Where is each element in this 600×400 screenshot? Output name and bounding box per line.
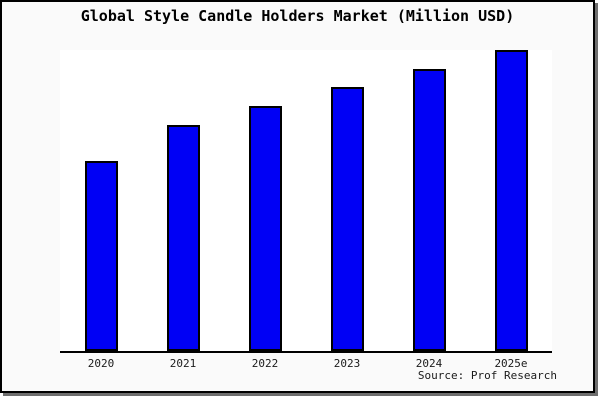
x-tick-label-2021: 2021 xyxy=(169,357,197,370)
chart-title: Global Style Candle Holders Market (Mill… xyxy=(80,7,515,25)
bar-2021 xyxy=(166,125,200,351)
x-tick-label-2023: 2023 xyxy=(333,357,361,370)
x-axis-labels: 2020 2021 2022 2023 2024 2025e xyxy=(60,357,552,371)
source-note: Source: Prof Research xyxy=(417,369,557,382)
x-tick-label-2024: 2024 xyxy=(415,357,443,370)
x-tick-label-2020: 2020 xyxy=(87,357,115,370)
bar-2020 xyxy=(84,161,118,351)
chart-window: Global Style Candle Holders Market (Mill… xyxy=(0,0,595,393)
bar-2023 xyxy=(330,87,364,351)
plot-area xyxy=(60,50,552,353)
x-tick-label-2025e: 2025e xyxy=(494,357,528,370)
bar-2025e xyxy=(494,50,528,351)
bar-2022 xyxy=(248,106,282,351)
x-tick-label-2022: 2022 xyxy=(251,357,279,370)
bar-2024 xyxy=(412,69,446,351)
